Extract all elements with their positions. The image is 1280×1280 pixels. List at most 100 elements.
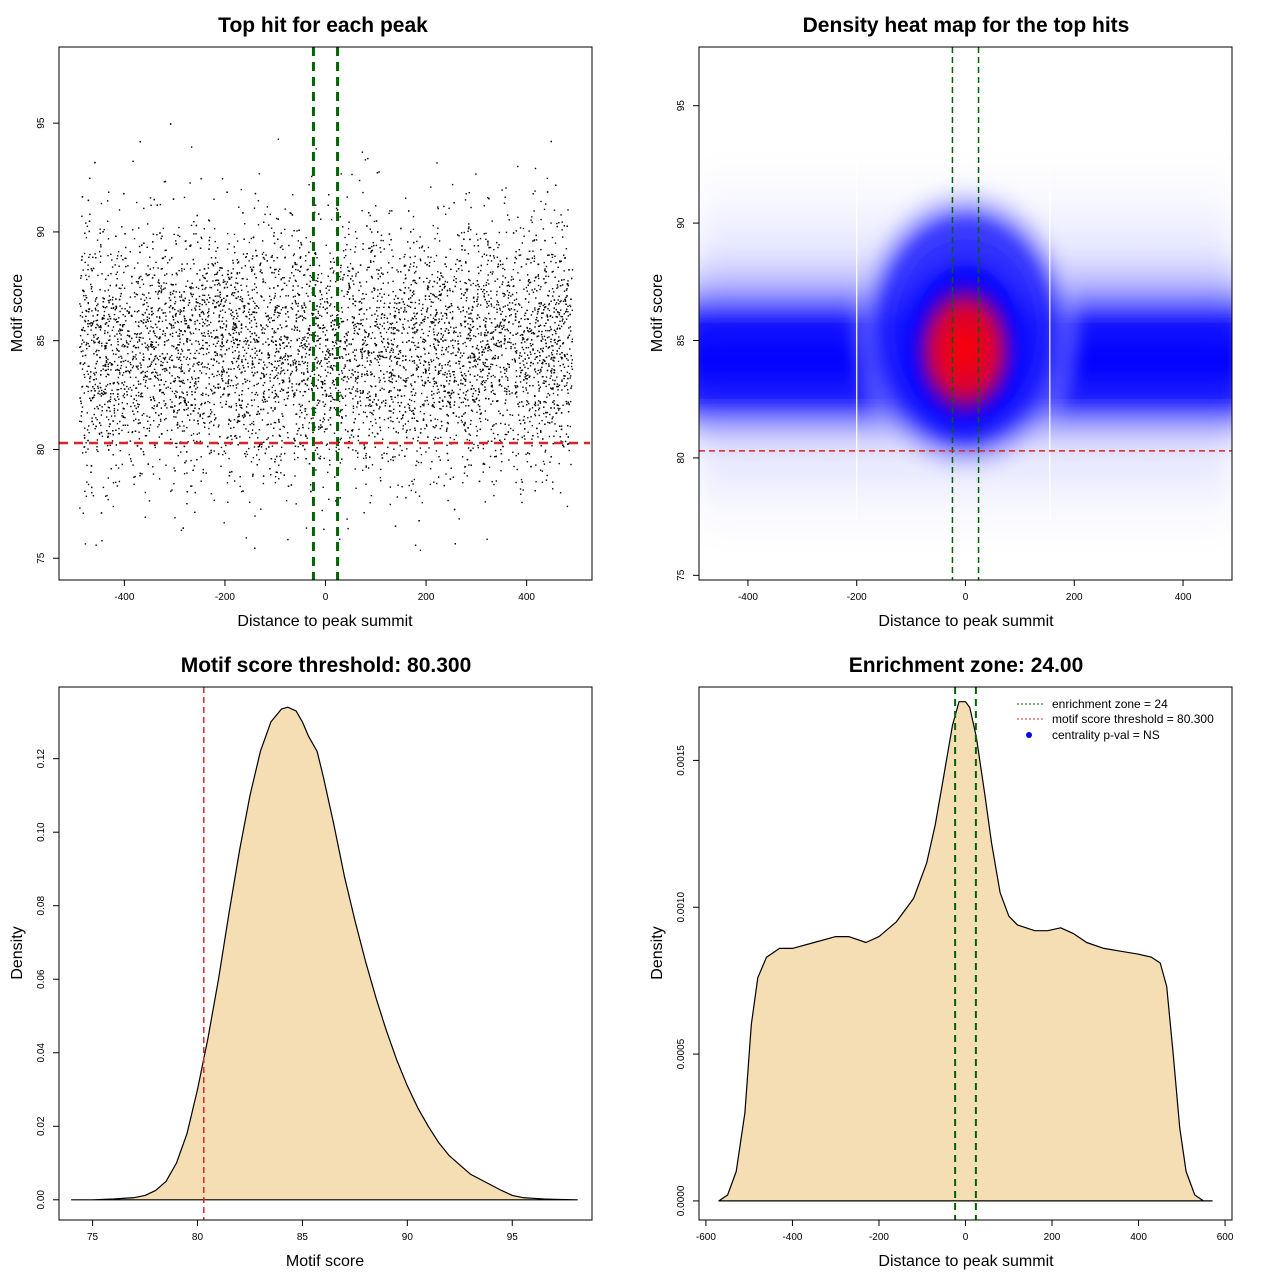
scatter-point bbox=[355, 450, 357, 452]
scatter-point bbox=[114, 335, 116, 337]
scatter-point bbox=[132, 384, 135, 387]
scatter-point bbox=[568, 449, 570, 452]
scatter-point bbox=[507, 321, 510, 324]
scatter-point bbox=[107, 220, 109, 222]
scatter-point bbox=[437, 322, 440, 324]
scatter-point bbox=[429, 326, 431, 328]
scatter-point bbox=[132, 365, 135, 367]
scatter-point bbox=[100, 202, 103, 205]
scatter-point bbox=[199, 414, 201, 416]
scatter-point bbox=[132, 402, 135, 404]
scatter-point bbox=[339, 538, 341, 540]
scatter-point bbox=[170, 382, 172, 384]
scatter-point bbox=[427, 403, 430, 405]
scatter-point bbox=[296, 389, 298, 391]
scatter-point bbox=[120, 338, 122, 340]
scatter-point bbox=[392, 459, 394, 462]
scatter-point bbox=[82, 363, 84, 366]
scatter-point bbox=[354, 468, 356, 470]
scatter-point bbox=[476, 435, 478, 437]
scatter-point bbox=[175, 416, 177, 418]
scatter-point bbox=[412, 228, 415, 231]
scatter-point bbox=[151, 361, 153, 363]
scatter-point bbox=[419, 324, 421, 326]
scatter-point bbox=[302, 394, 304, 397]
scatter-point bbox=[133, 237, 136, 240]
scatter-point bbox=[280, 309, 283, 311]
scatter-point bbox=[389, 322, 391, 325]
scatter-point bbox=[323, 457, 325, 460]
scatter-point bbox=[302, 337, 304, 339]
scatter-point bbox=[240, 284, 242, 287]
scatter-point bbox=[399, 318, 401, 320]
scatter-point bbox=[562, 300, 565, 302]
scatter-point bbox=[566, 382, 568, 384]
scatter-point bbox=[571, 269, 574, 271]
scatter-point bbox=[519, 488, 522, 490]
scatter-point bbox=[350, 429, 353, 432]
scatter-point bbox=[555, 315, 557, 318]
scatter-point bbox=[389, 365, 391, 368]
scatter-point bbox=[140, 366, 142, 369]
scatter-point bbox=[434, 369, 437, 371]
scatter-point bbox=[412, 331, 414, 334]
scatter-point bbox=[552, 392, 555, 395]
scatter-point bbox=[216, 352, 218, 355]
scatter-point bbox=[464, 282, 466, 284]
scatter-point bbox=[371, 249, 374, 252]
scatter-point bbox=[83, 290, 85, 293]
scatter-point bbox=[488, 283, 490, 285]
scatter-point bbox=[324, 301, 326, 303]
scatter-point bbox=[238, 413, 240, 416]
scatter-point bbox=[268, 343, 270, 346]
scatter-point bbox=[541, 481, 544, 483]
scatter-point bbox=[423, 250, 425, 252]
scatter-point bbox=[570, 362, 573, 364]
scatter-point bbox=[300, 243, 303, 245]
scatter-point bbox=[179, 296, 181, 298]
scatter-point bbox=[245, 450, 248, 453]
scatter-point bbox=[216, 374, 218, 377]
scatter-point bbox=[283, 356, 285, 358]
scatter-point bbox=[222, 453, 224, 456]
scatter-point bbox=[499, 309, 501, 311]
scatter-point bbox=[432, 385, 435, 388]
scatter-point bbox=[544, 339, 547, 341]
scatter-point bbox=[152, 371, 154, 373]
scatter-point bbox=[169, 259, 171, 261]
scatter-point bbox=[230, 340, 233, 343]
scatter-point bbox=[333, 432, 336, 434]
scatter-point bbox=[424, 262, 426, 264]
scatter-point bbox=[539, 355, 541, 357]
scatter-point bbox=[325, 394, 328, 397]
scatter-point bbox=[494, 280, 496, 282]
scatter-point bbox=[303, 390, 306, 393]
scatter-point bbox=[114, 360, 116, 363]
scatter-point bbox=[438, 290, 441, 293]
scatter-point bbox=[375, 244, 378, 247]
scatter-point bbox=[283, 277, 285, 279]
scatter-point bbox=[262, 280, 265, 282]
scatter-point bbox=[431, 360, 433, 363]
scatter-point bbox=[155, 371, 157, 373]
scatter-point bbox=[170, 325, 173, 327]
scatter-point bbox=[106, 494, 108, 497]
scatter-point bbox=[117, 396, 119, 398]
scatter-point bbox=[144, 381, 147, 384]
scatter-point bbox=[397, 389, 399, 391]
scatter-point bbox=[294, 262, 296, 264]
scatter-point bbox=[162, 357, 165, 359]
scatter-point bbox=[108, 191, 110, 193]
scatter-point bbox=[87, 448, 89, 450]
scatter-point bbox=[390, 360, 393, 362]
scatter-point bbox=[220, 396, 222, 398]
scatter-point bbox=[333, 270, 335, 272]
scatter-point bbox=[199, 415, 201, 418]
scatter-point bbox=[493, 392, 495, 395]
scatter-point bbox=[302, 347, 304, 349]
scatter-point bbox=[311, 388, 313, 390]
scatter-point bbox=[361, 392, 364, 394]
scatter-point bbox=[294, 295, 296, 297]
scatter-point bbox=[457, 422, 459, 424]
scatter-point bbox=[285, 295, 287, 297]
